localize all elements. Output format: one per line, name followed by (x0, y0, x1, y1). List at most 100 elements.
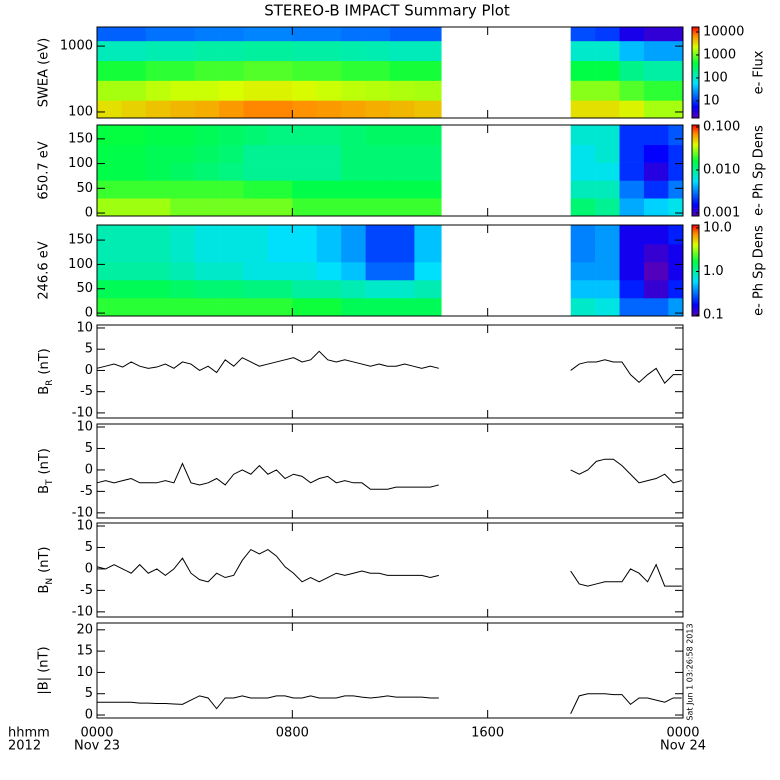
heatmap-cell (390, 125, 415, 146)
y-axis-label: BN (nT) (37, 547, 55, 594)
heatmap-cell (170, 144, 195, 163)
heatmap-cell (316, 100, 342, 119)
heatmap-cell (390, 40, 415, 62)
heatmap-cell (267, 80, 293, 101)
heatmap-cell (570, 225, 596, 245)
heatmap-cell (194, 198, 220, 217)
heatmap-cell (292, 27, 318, 42)
y-tick-label: 100 (68, 257, 93, 272)
heatmap-cell (267, 225, 293, 245)
panel-frame (96, 423, 684, 519)
heatmap-cell (414, 225, 442, 245)
y-tick-label: 0 (85, 462, 93, 477)
heatmap-cell (595, 225, 620, 245)
data-line (96, 350, 682, 384)
heatmap-cell (292, 162, 318, 181)
heatmap-cell (341, 297, 366, 317)
heatmap-cell (194, 279, 220, 299)
heatmap-cell (643, 125, 669, 146)
heatmap-cell (390, 80, 415, 101)
heatmap-cell (219, 162, 244, 181)
heatmap-cell (365, 60, 391, 81)
heatmap-cell (292, 261, 318, 281)
heatmap-cell (595, 125, 620, 146)
y-tick-label: 5 (85, 686, 93, 701)
heatmap-cell (668, 60, 684, 81)
heatmap-cell (668, 198, 684, 217)
y-tick-label: 0 (85, 306, 93, 321)
heatmap-cell (219, 144, 244, 163)
heatmap-cell (121, 125, 147, 146)
heatmap-cell (619, 225, 645, 245)
heatmap-cell (97, 162, 122, 181)
heatmap-cell (341, 144, 366, 163)
heatmap-cell (570, 100, 596, 119)
heatmap-cell (194, 60, 220, 81)
heatmap-cell (341, 180, 366, 199)
heatmap-cell (121, 180, 147, 199)
heatmap-cell (619, 261, 645, 281)
heatmap-cell (145, 180, 171, 199)
heatmap-cell (414, 243, 442, 263)
heatmap-cell (194, 243, 220, 263)
heatmap-cell (97, 279, 122, 299)
heatmap-cell (619, 60, 645, 81)
heatmap-cell (365, 125, 391, 146)
heatmap-cell (145, 162, 171, 181)
heatmap-cell (570, 125, 596, 146)
heatmap-cell (570, 144, 596, 163)
timestamp: Sat Jun 1 03:26:58 2013 (686, 623, 695, 720)
heatmap-cell (267, 60, 293, 81)
heatmap-cell (121, 225, 147, 245)
y-tick-label: 100 (68, 104, 93, 119)
heatmap-cell (194, 261, 220, 281)
heatmap-cell (170, 198, 195, 217)
heatmap-cell (643, 225, 669, 245)
heatmap-cell (121, 261, 147, 281)
data-line (96, 458, 682, 490)
y-axis-label-sub: R (45, 380, 55, 386)
heatmap-cell (121, 243, 147, 263)
heatmap-cell (145, 80, 171, 101)
colorbar-label: e- Ph Sp Dens (752, 125, 767, 216)
heatmap-cell (97, 125, 122, 146)
heatmap-cell (619, 40, 645, 62)
heatmap-cell (243, 27, 269, 42)
heatmap-cell (619, 198, 645, 217)
heatmap-cell (267, 27, 293, 42)
heatmap-cell (341, 261, 366, 281)
heatmap-cell (243, 225, 269, 245)
heatmap-cell (316, 80, 342, 101)
heatmap-cell (341, 198, 366, 217)
y-axis-label-sub: T (45, 479, 55, 486)
heatmap-cell (145, 40, 171, 62)
heatmap-cell (194, 162, 220, 181)
heatmap-cell (643, 279, 669, 299)
heatmap-cell (292, 144, 318, 163)
heatmap-cell (414, 198, 442, 217)
heatmap-cell (390, 243, 415, 263)
heatmap-cell (341, 125, 366, 146)
heatmap-cell (292, 40, 318, 62)
heatmap-cell (643, 144, 669, 163)
y-tick-label: 5 (85, 441, 93, 456)
heatmap-cell (595, 27, 620, 42)
x-tick-label: 0000 (80, 726, 113, 741)
x-tick-label: 0000 (666, 726, 699, 741)
heatmap-cell (595, 180, 620, 199)
heatmap-cell (316, 40, 342, 62)
heatmap-cell (643, 297, 669, 317)
y-axis-label-unit: (nT) (37, 448, 52, 474)
colorbar-label: e- Flux (752, 50, 767, 94)
heatmap-cell (292, 243, 318, 263)
heatmap-cell (243, 162, 269, 181)
panel-frame (96, 224, 684, 317)
heatmap-cell (668, 125, 684, 146)
heatmap-cell (316, 198, 342, 217)
y-tick-label: 50 (76, 281, 93, 296)
heatmap-cell (97, 225, 122, 245)
heatmap-cell (121, 40, 147, 62)
heatmap-cell (619, 125, 645, 146)
heatmap-cell (595, 40, 620, 62)
colorbar-tick-label: 10000 (703, 24, 744, 39)
